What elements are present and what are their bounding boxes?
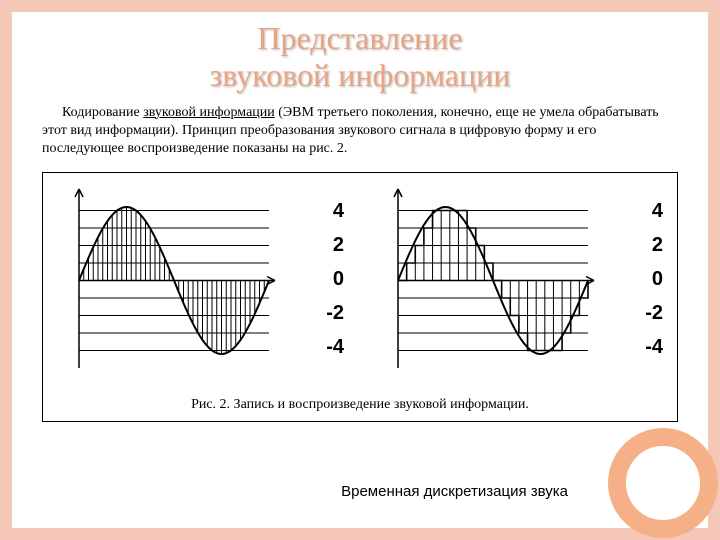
chart-left: 4 2 0 -2 -4 <box>61 183 340 378</box>
title-line-2: звуковой информации <box>210 57 511 93</box>
ylabel: 0 <box>326 269 344 303</box>
footer-label: Временная дискретизация звука <box>341 483 568 500</box>
para-lead: Кодирование <box>62 105 143 120</box>
ylabel: 2 <box>645 235 663 269</box>
body-paragraph: Кодирование звуковой информации (ЭВМ тре… <box>42 104 678 159</box>
para-underlined: звуковой информации <box>143 105 275 120</box>
ylabel: 4 <box>326 201 344 235</box>
ylabel: 0 <box>645 269 663 303</box>
chart-left-ylabels: 4 2 0 -2 -4 <box>326 201 344 371</box>
chart-right: 4 2 0 -2 -4 <box>380 183 659 378</box>
figure-caption: Рис. 2. Запись и воспроизведение звуково… <box>43 397 677 413</box>
chart-right-ylabels: 4 2 0 -2 -4 <box>645 201 663 371</box>
figure-box: 4 2 0 -2 -4 4 2 0 -2 -4 Рис. 2. Запись и… <box>42 172 678 422</box>
charts-row: 4 2 0 -2 -4 4 2 0 -2 -4 <box>61 183 659 378</box>
ylabel: -2 <box>645 303 663 337</box>
chart-right-svg <box>380 183 640 378</box>
ylabel: 4 <box>645 201 663 235</box>
ylabel: -4 <box>645 337 663 371</box>
ylabel: -2 <box>326 303 344 337</box>
page-title: Представление звуковой информации <box>12 20 708 94</box>
ylabel: 2 <box>326 235 344 269</box>
title-line-1: Представление <box>257 20 462 56</box>
decorative-circle <box>608 428 718 538</box>
chart-left-svg <box>61 183 321 378</box>
ylabel: -4 <box>326 337 344 371</box>
